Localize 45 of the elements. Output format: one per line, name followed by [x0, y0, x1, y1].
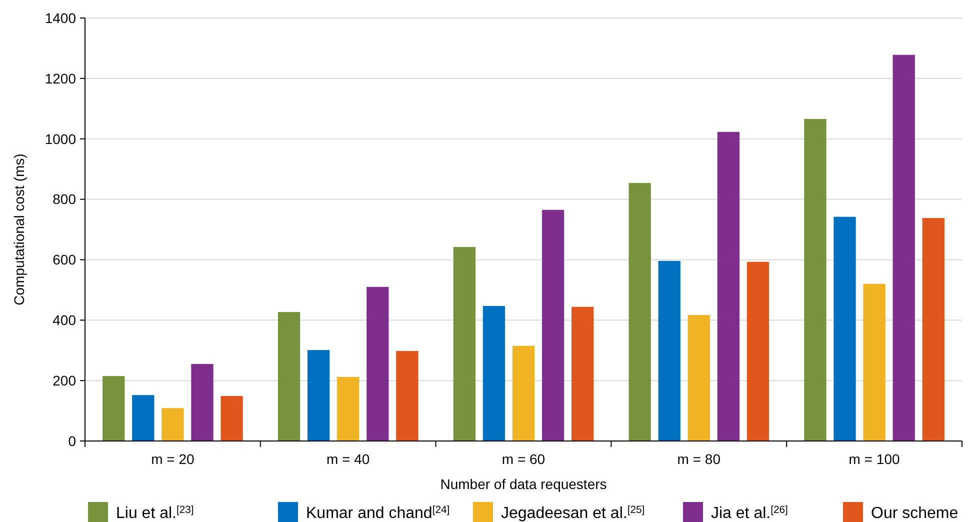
bar	[453, 247, 476, 441]
legend-label: Jegadeesan et al.$^{[25]}$	[501, 504, 645, 522]
x-tick-label: m = 100	[848, 451, 900, 467]
bar	[482, 306, 506, 441]
y-axis-title: Computational cost (ms)	[11, 154, 27, 306]
bar	[922, 218, 944, 441]
y-tick-label: 600	[52, 252, 76, 268]
x-tick-label: m = 40	[326, 451, 370, 467]
bar	[746, 262, 770, 441]
bar	[132, 395, 154, 441]
x-tick-label: m = 60	[502, 451, 546, 467]
bar	[220, 396, 243, 441]
bar	[688, 315, 710, 441]
legend-label: Kumar and chand$^{[24]}$	[306, 504, 450, 522]
bar	[542, 210, 564, 441]
bar	[658, 260, 680, 441]
y-tick-label: 200	[52, 372, 76, 388]
x-tick-label: m = 80	[677, 451, 721, 467]
y-tick-label: 400	[52, 312, 76, 328]
y-tick-label: 1000	[44, 130, 76, 147]
bar	[396, 350, 418, 441]
bar	[512, 346, 535, 441]
bar	[834, 216, 856, 441]
bar	[572, 306, 594, 441]
bar	[366, 286, 389, 441]
legend-label: Liu et al.$^{[23]}$	[116, 504, 194, 522]
x-tick-label: m = 20	[151, 451, 194, 467]
bar	[278, 312, 300, 441]
y-tick-label: 1400	[44, 10, 76, 26]
bar	[337, 376, 360, 441]
bar	[307, 350, 330, 441]
x-axis-title: Number of data requesters	[440, 476, 607, 492]
bar	[162, 408, 184, 441]
bar	[717, 132, 740, 441]
bar	[191, 364, 214, 441]
bar	[102, 376, 125, 441]
bar	[804, 118, 826, 441]
bar	[628, 182, 651, 441]
y-tick-label: 1200	[44, 70, 76, 86]
legend-label: Our scheme	[871, 505, 958, 522]
bar	[892, 54, 915, 441]
bar	[863, 284, 886, 441]
legend-label: Jia et al.$^{[26]}$	[711, 504, 788, 522]
y-tick-label: 800	[52, 191, 76, 208]
y-tick-label: 0	[68, 432, 76, 449]
